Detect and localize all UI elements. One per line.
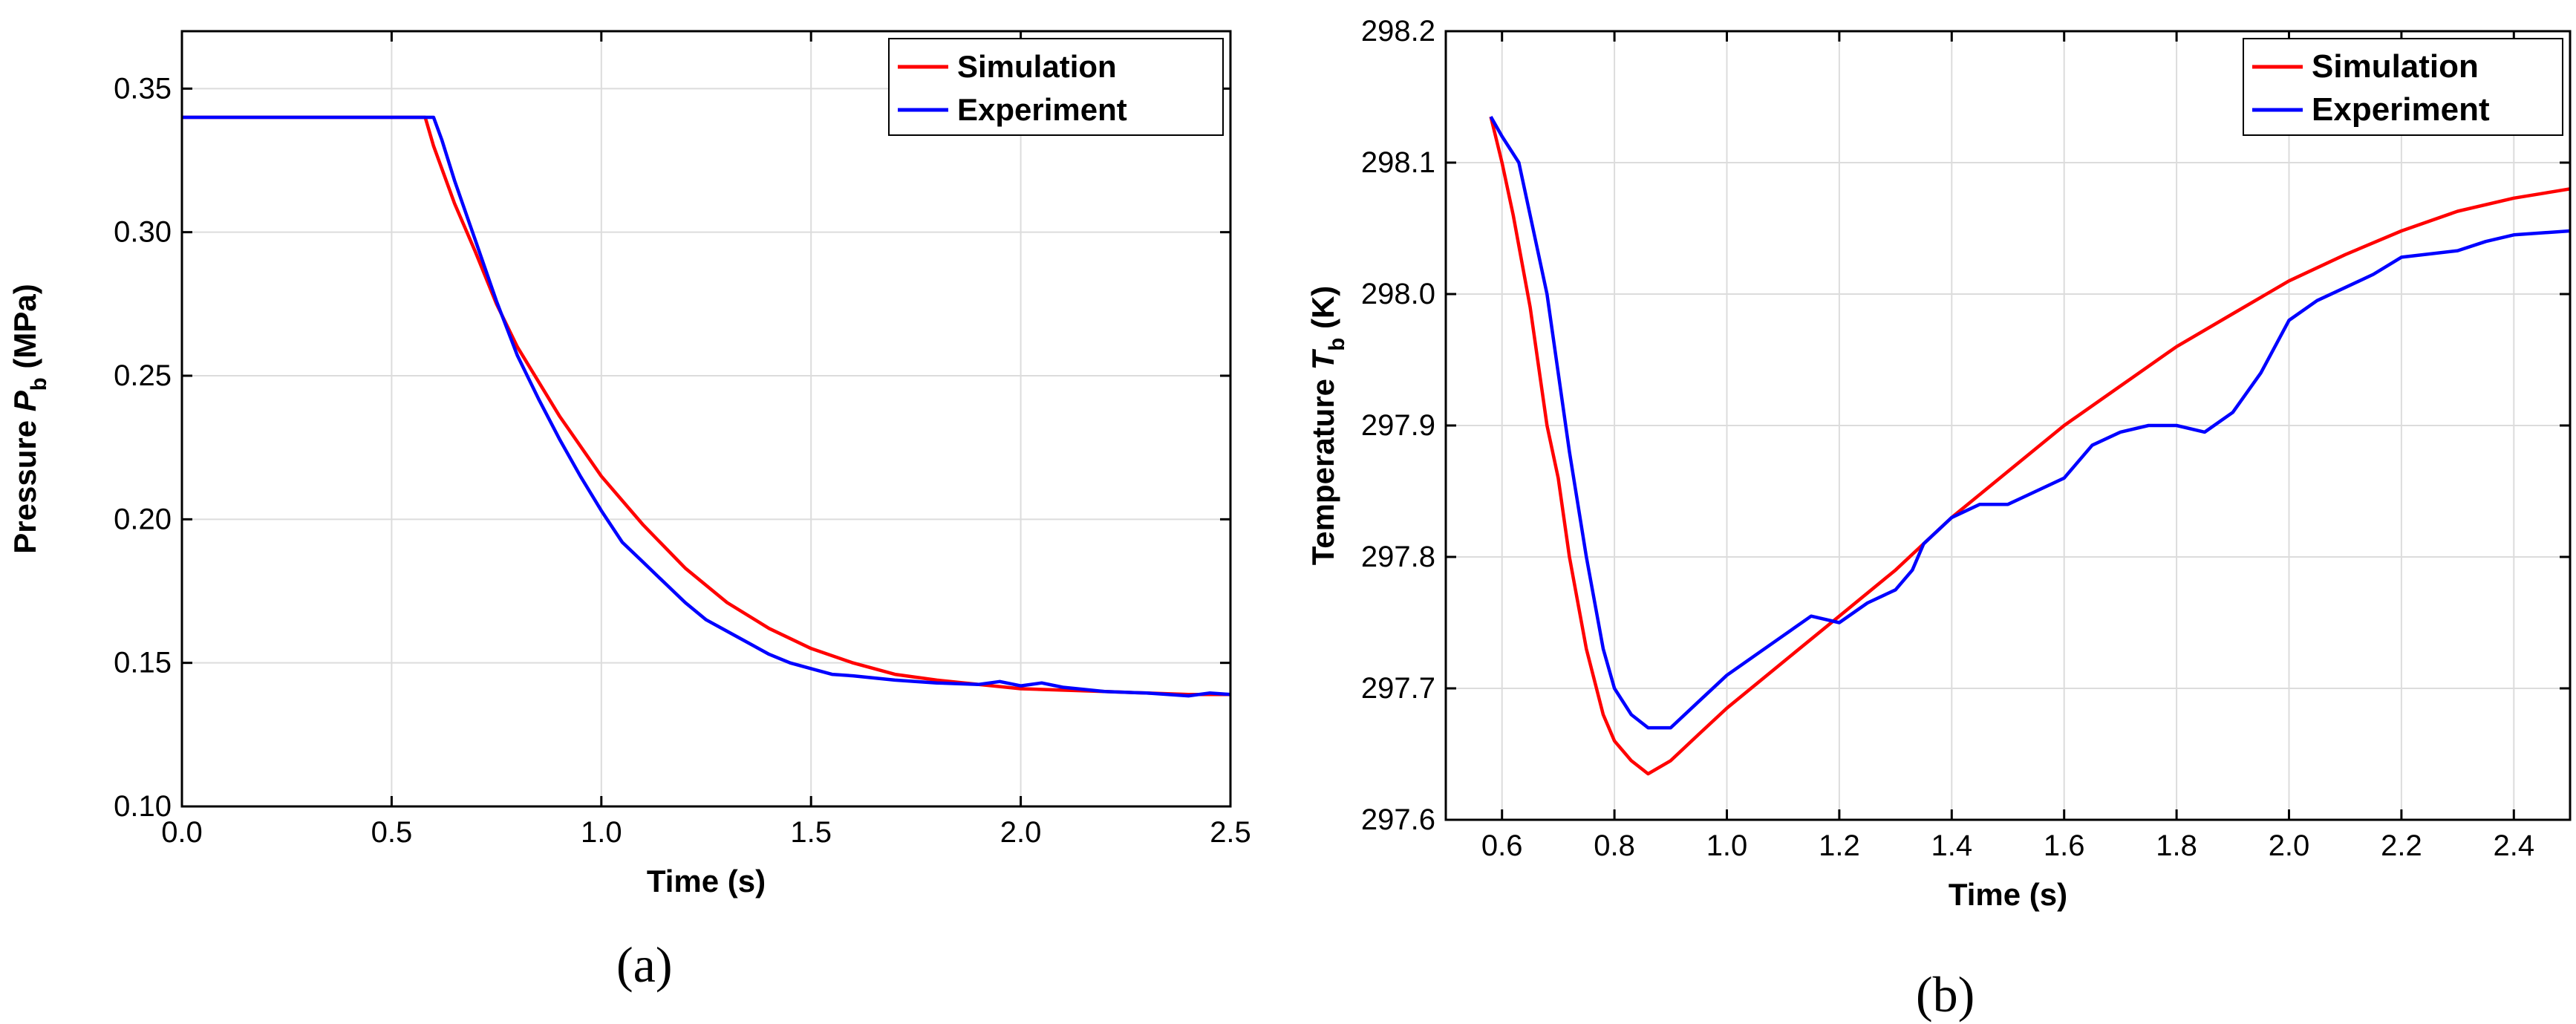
- y-tick-label: 297.6: [1361, 803, 1435, 836]
- x-tick-label: 1.4: [1931, 829, 1972, 862]
- x-tick-label: 2.0: [2269, 829, 2310, 862]
- x-tick-label: 1.5: [790, 816, 832, 849]
- y-axis-title-variable: P: [7, 390, 42, 411]
- series-line-simulation: [182, 115, 1230, 697]
- legend-label-simulation: Simulation: [957, 49, 1117, 84]
- x-tick-label: 0.6: [1481, 829, 1523, 862]
- legend-box: [2243, 38, 2563, 136]
- y-axis-title-suffix: (MPa): [7, 284, 42, 377]
- x-tick-label: 2.2: [2381, 829, 2422, 862]
- temperature-chart: 0.6 0.8 1.0 1.2 1.4 1.6 1.8 2.0 2.2 2.4 297.6 297.7…: [1305, 15, 2572, 912]
- legend-label-simulation: Simulation: [2312, 48, 2479, 85]
- y-axis-title: Temperature Tb (K): [1305, 286, 1349, 566]
- x-tick-label: 2.5: [1210, 816, 1251, 849]
- x-tick-label: 1.2: [1819, 829, 1860, 862]
- y-tick-label: 298.0: [1361, 278, 1435, 310]
- x-axis-title: Time (s): [647, 864, 766, 899]
- y-tick-label: 0.35: [114, 72, 172, 105]
- y-axis-title-subscript: b: [27, 377, 51, 391]
- y-tick-label: 0.10: [114, 790, 172, 823]
- y-tick-label: 297.9: [1361, 409, 1435, 442]
- y-tick-label: 0.20: [114, 503, 172, 535]
- x-tick-label: 0.5: [371, 816, 413, 849]
- series-line-simulation: [1489, 116, 2570, 776]
- series-line-experiment: [182, 115, 1230, 698]
- y-tick-label: 297.8: [1361, 541, 1435, 573]
- plot-frame: [180, 30, 1232, 808]
- x-tick-label: 1.0: [1706, 829, 1748, 862]
- y-tick-label: 0.30: [114, 216, 172, 249]
- x-tick-label: 0.0: [161, 816, 203, 849]
- series-line-experiment: [1489, 115, 2570, 730]
- x-tick-label: 2.0: [1000, 816, 1042, 849]
- x-tick-label: 1.6: [2044, 829, 2085, 862]
- y-axis-title-suffix: (K): [1305, 286, 1340, 338]
- y-tick-label: 0.15: [114, 647, 172, 679]
- legend-box: [888, 38, 1224, 136]
- y-tick-label: 0.25: [114, 359, 172, 392]
- y-tick-label: 298.1: [1361, 146, 1435, 179]
- x-tick-label: 0.8: [1594, 829, 1635, 862]
- y-axis-title: Pressure Pb (MPa): [7, 284, 51, 553]
- x-tick-label: 2.4: [2493, 829, 2534, 862]
- panel-label-a: (a): [616, 936, 673, 993]
- y-axis-title-prefix: Pressure: [7, 411, 42, 553]
- y-tick-label: 297.7: [1361, 672, 1435, 705]
- x-axis-title: Time (s): [1949, 877, 2067, 912]
- x-tick-label: 1.8: [2156, 829, 2197, 862]
- legend-label-experiment: Experiment: [957, 92, 1127, 127]
- x-tick-label: 1.0: [581, 816, 622, 849]
- y-axis-title-subscript: b: [1325, 338, 1349, 351]
- y-axis-title-prefix: Temperature: [1305, 370, 1340, 565]
- legend-label-experiment: Experiment: [2312, 91, 2490, 128]
- y-axis-title-variable: T: [1305, 348, 1340, 370]
- y-tick-label: 298.2: [1361, 15, 1435, 48]
- panel-label-b: (b): [1916, 966, 1975, 1023]
- pressure-chart: 0.0 0.5 1.0 1.5 2.0 2.5 0.10 0.15 0.20 0.25 0.30 0.…: [7, 30, 1251, 899]
